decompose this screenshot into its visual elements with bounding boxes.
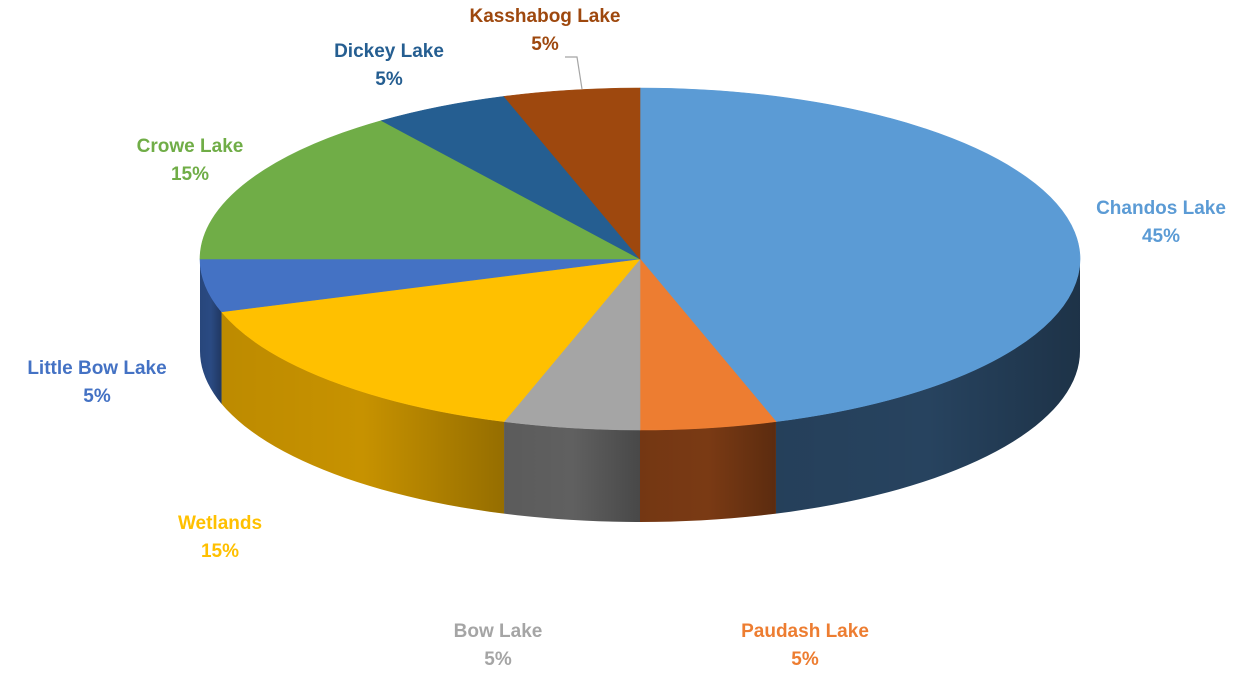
data-label-chandos-lake: Chandos Lake 45% bbox=[1096, 195, 1226, 251]
slice-side-shade-bow-lake bbox=[504, 421, 640, 522]
slice-side-shade-chandos-lake bbox=[775, 259, 1080, 514]
slice-name: Bow Lake bbox=[453, 621, 543, 642]
slice-side-shade-little-bow-lake bbox=[200, 259, 222, 404]
data-label-little-bow-lake: Little Bow Lake 5% bbox=[27, 355, 166, 411]
slice-name: Chandos Lake bbox=[1096, 198, 1226, 219]
slice-name: Crowe Lake bbox=[136, 136, 244, 157]
slice-percent: 5% bbox=[531, 34, 559, 55]
slice-name: Dickey Lake bbox=[334, 41, 444, 62]
data-label-crowe-lake: Crowe Lake 15% bbox=[137, 133, 244, 189]
slice-percent: 45% bbox=[1141, 226, 1181, 247]
slice-percent: 5% bbox=[83, 386, 111, 407]
slice-chandos-lake bbox=[639, 87, 1081, 422]
data-label-dickey-lake: Dickey Lake 5% bbox=[334, 38, 444, 94]
slice-name: Kasshabog Lake bbox=[469, 6, 621, 27]
slice-side-shade-paudash-lake bbox=[640, 421, 776, 522]
slice-name: Wetlands bbox=[177, 513, 263, 534]
slice-percent: 5% bbox=[791, 649, 819, 670]
data-label-wetlands: Wetlands 15% bbox=[178, 510, 262, 566]
slice-name: Little Bow Lake bbox=[27, 358, 167, 379]
pie-tops bbox=[199, 87, 1081, 431]
slice-percent: 15% bbox=[200, 541, 240, 562]
slice-percent: 15% bbox=[170, 164, 210, 185]
pie-sides bbox=[200, 259, 1080, 522]
kasshabog-leader-line bbox=[565, 56, 583, 90]
data-label-bow-lake: Bow Lake 5% bbox=[454, 618, 543, 674]
data-label-paudash-lake: Paudash Lake 5% bbox=[741, 618, 869, 674]
slice-kasshabog-lake bbox=[503, 87, 641, 260]
slice-name: Paudash Lake bbox=[741, 621, 869, 642]
data-label-kasshabog-lake: Kasshabog Lake 5% bbox=[470, 3, 621, 59]
slice-crowe-lake bbox=[199, 120, 641, 260]
slice-wetlands bbox=[220, 258, 641, 422]
slice-percent: 5% bbox=[484, 649, 512, 670]
slice-side-shade-wetlands bbox=[221, 311, 505, 514]
slice-percent: 5% bbox=[375, 69, 403, 90]
